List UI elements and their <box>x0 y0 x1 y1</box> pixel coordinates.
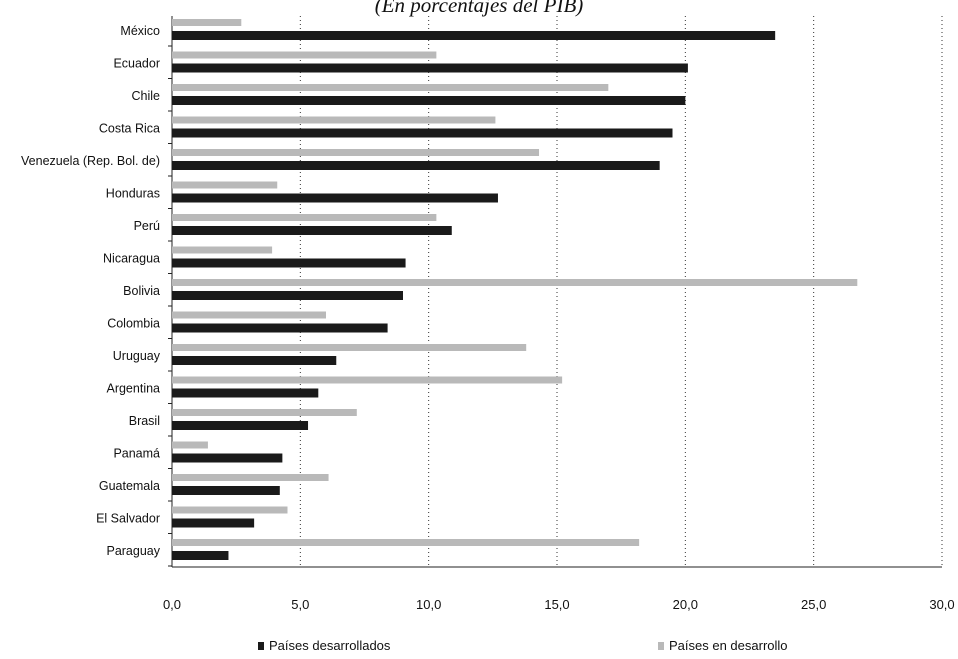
bar-en-desarrollo <box>172 279 858 286</box>
bar-desarrollados <box>172 161 660 170</box>
bar-desarrollados <box>172 96 686 105</box>
x-tick-label: 25,0 <box>801 597 826 612</box>
bar-en-desarrollo <box>172 344 527 351</box>
bar-desarrollados <box>172 128 673 138</box>
bar-desarrollados <box>172 518 255 528</box>
category-label: México <box>120 24 160 38</box>
bar-desarrollados <box>172 453 283 463</box>
category-label: Venezuela (Rep. Bol. de) <box>21 154 160 168</box>
category-label: El Salvador <box>96 512 160 526</box>
bar-desarrollados <box>172 63 688 73</box>
bar-en-desarrollo <box>172 409 357 416</box>
bar-en-desarrollo <box>172 539 640 546</box>
legend-item-en-desarrollo: Países en desarrollo <box>658 638 788 653</box>
category-label: Brasil <box>129 414 160 428</box>
bar-en-desarrollo <box>172 311 326 319</box>
category-label: Perú <box>134 219 160 233</box>
category-label: Honduras <box>106 187 160 201</box>
x-tick-label: 0,0 <box>163 597 181 612</box>
bar-en-desarrollo <box>172 474 329 481</box>
bar-en-desarrollo <box>172 149 540 156</box>
bar-en-desarrollo <box>172 506 288 514</box>
bar-en-desarrollo <box>172 376 563 384</box>
category-label: Guatemala <box>99 479 160 493</box>
bar-desarrollados <box>172 193 498 203</box>
bar-en-desarrollo <box>172 441 208 449</box>
category-label: Paraguay <box>106 544 160 558</box>
bar-desarrollados <box>172 31 776 40</box>
bar-desarrollados <box>172 291 403 300</box>
category-label: Colombia <box>107 317 160 331</box>
category-label: Uruguay <box>113 349 161 363</box>
bar-en-desarrollo <box>172 84 609 91</box>
category-label: Argentina <box>106 382 160 396</box>
bar-en-desarrollo <box>172 51 437 59</box>
bar-en-desarrollo <box>172 19 242 26</box>
x-tick-label: 5,0 <box>291 597 309 612</box>
category-label: Chile <box>132 89 161 103</box>
bar-desarrollados <box>172 421 309 430</box>
category-label: Ecuador <box>113 57 160 71</box>
bar-en-desarrollo <box>172 246 273 254</box>
x-tick-label: 20,0 <box>673 597 698 612</box>
bar-desarrollados <box>172 356 337 365</box>
category-label: Nicaragua <box>103 252 160 266</box>
chart-subtitle: (En porcentajes del PIB) <box>374 0 584 17</box>
bar-en-desarrollo <box>172 181 278 189</box>
category-label: Panamá <box>113 447 160 461</box>
bar-desarrollados <box>172 388 319 398</box>
x-tick-label: 30,0 <box>929 597 954 612</box>
legend-label-desarrollados: Países desarrollados <box>269 638 391 653</box>
bar-en-desarrollo <box>172 214 437 221</box>
bar-desarrollados <box>172 323 388 333</box>
bar-desarrollados <box>172 551 229 560</box>
legend-item-desarrollados: Países desarrollados <box>258 638 390 653</box>
bar-desarrollados <box>172 486 280 495</box>
bar-desarrollados <box>172 258 406 268</box>
bar-en-desarrollo <box>172 116 496 124</box>
x-tick-label: 10,0 <box>416 597 441 612</box>
legend-label-en-desarrollo: Países en desarrollo <box>669 638 788 653</box>
category-label: Costa Rica <box>99 122 160 136</box>
category-label: Bolivia <box>123 284 160 298</box>
bar-desarrollados <box>172 226 452 235</box>
legend-swatch-en-desarrollo <box>658 641 664 650</box>
legend-swatch-desarrollados <box>258 641 264 650</box>
x-tick-label: 15,0 <box>544 597 569 612</box>
